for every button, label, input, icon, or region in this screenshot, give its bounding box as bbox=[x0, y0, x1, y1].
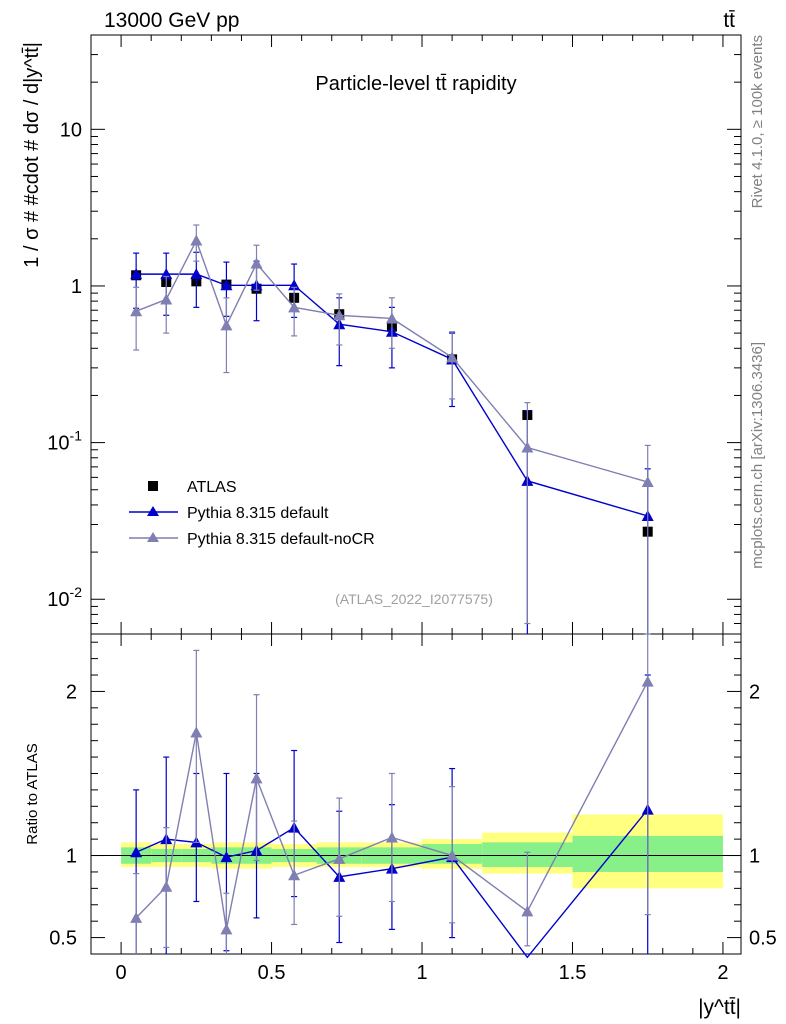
mcplots-label: mcplots.cern.ch [arXiv:1306.3436] bbox=[749, 342, 766, 569]
x-tick-label: 0 bbox=[116, 962, 127, 984]
x-tick-label: 1 bbox=[416, 962, 427, 984]
ratio-tick-label-right: 2 bbox=[749, 681, 760, 703]
pythia-8-315-default-point bbox=[220, 279, 233, 291]
y-tick-label: 10-1 bbox=[47, 428, 82, 455]
pythia-8-315-default-nocr-point bbox=[521, 441, 534, 453]
pythia-8-315-default-point bbox=[190, 268, 203, 280]
ratio-pythia-8-315-default-nocr-point bbox=[385, 831, 398, 843]
ratio-tick-label: 0.5 bbox=[49, 928, 77, 950]
ratio-tick-label-right: 1 bbox=[749, 846, 760, 868]
ratio-panel bbox=[90, 633, 742, 955]
legend-label-nocr: Pythia 8.315 default-noCR bbox=[187, 531, 375, 548]
pythia-8-315-default-nocr-point bbox=[446, 351, 459, 363]
ratio-frame bbox=[90, 633, 742, 955]
legend-marker-nocr bbox=[147, 532, 159, 542]
legend-label-atlas: ATLAS bbox=[187, 479, 237, 496]
y-tick-label: 10-2 bbox=[47, 584, 82, 611]
x-tick-label: 1.5 bbox=[559, 962, 587, 984]
ratio-pythia-8-315-default-point bbox=[130, 846, 143, 858]
ratio-pythia-8-315-default-nocr-point bbox=[190, 726, 203, 738]
y-tick-label: 1 bbox=[71, 276, 82, 298]
ratio-pythia-8-315-default-nocr-point bbox=[160, 880, 173, 892]
ratio-pythia-8-315-default-nocr-point bbox=[521, 905, 534, 917]
ratio-pythia-8-315-default-nocr-point bbox=[130, 911, 143, 923]
ratio-pythia-8-315-default-nocr-point bbox=[446, 849, 459, 861]
x-tick-label: 0.5 bbox=[258, 962, 286, 984]
legend-marker-default bbox=[147, 506, 159, 516]
legend: ATLAS Pythia 8.315 default Pythia 8.315 … bbox=[129, 479, 375, 548]
pythia-8-315-default-nocr-point bbox=[250, 257, 263, 269]
x-tick-label: 2 bbox=[717, 962, 728, 984]
legend-marker-atlas bbox=[148, 481, 158, 491]
pythia-8-315-default-nocr-point bbox=[385, 312, 398, 324]
pythia-8-315-default-nocr-point bbox=[641, 476, 654, 488]
energy-label: 13000 GeV pp bbox=[104, 9, 239, 32]
ratio-pythia-8-315-default-nocr-point bbox=[333, 852, 346, 864]
analysis-id: (ATLAS_2022_I2077575) bbox=[335, 591, 493, 607]
rivet-label: Rivet 4.1.0, ≥ 100k events bbox=[749, 35, 766, 208]
ratio-pythia-8-315-default-nocr-point bbox=[250, 772, 263, 784]
ratio-pythia-8-315-default-nocr-point bbox=[220, 923, 233, 935]
pythia-8-315-default-nocr-point bbox=[288, 301, 301, 313]
pythia-8-315-default-nocr-point bbox=[160, 293, 173, 305]
pythia-8-315-default-nocr-point bbox=[333, 309, 346, 321]
ratio-pythia-8-315-default-point bbox=[220, 851, 233, 863]
pythia-8-315-default-nocr-point bbox=[220, 319, 233, 331]
y-axis-label: 1 / σ # #cdot # dσ / d|y^tt̄| bbox=[21, 42, 43, 268]
pythia-8-315-default-nocr-point bbox=[190, 234, 203, 246]
pythia-8-315-default-nocr-point bbox=[130, 305, 143, 317]
pythia-8-315-default-point bbox=[130, 268, 143, 280]
chart-title: Particle-level tt̄ rapidity bbox=[315, 73, 516, 95]
ratio-pythia-8-315-default-nocr-point bbox=[641, 675, 654, 687]
x-axis-label: |y^tt̄| bbox=[698, 996, 741, 1019]
ratio-tick-label: 1 bbox=[66, 846, 77, 868]
legend-label-default: Pythia 8.315 default bbox=[187, 505, 329, 522]
ratio-tick-label: 2 bbox=[66, 681, 77, 703]
process-label: tt̄ bbox=[723, 9, 735, 32]
ratio-tick-label-right: 0.5 bbox=[749, 928, 777, 950]
ratio-y-axis-label: Ratio to ATLAS bbox=[24, 743, 41, 844]
ratio-pythia-8-315-default-nocr-point bbox=[288, 869, 301, 881]
y-tick-label: 10 bbox=[60, 119, 82, 141]
